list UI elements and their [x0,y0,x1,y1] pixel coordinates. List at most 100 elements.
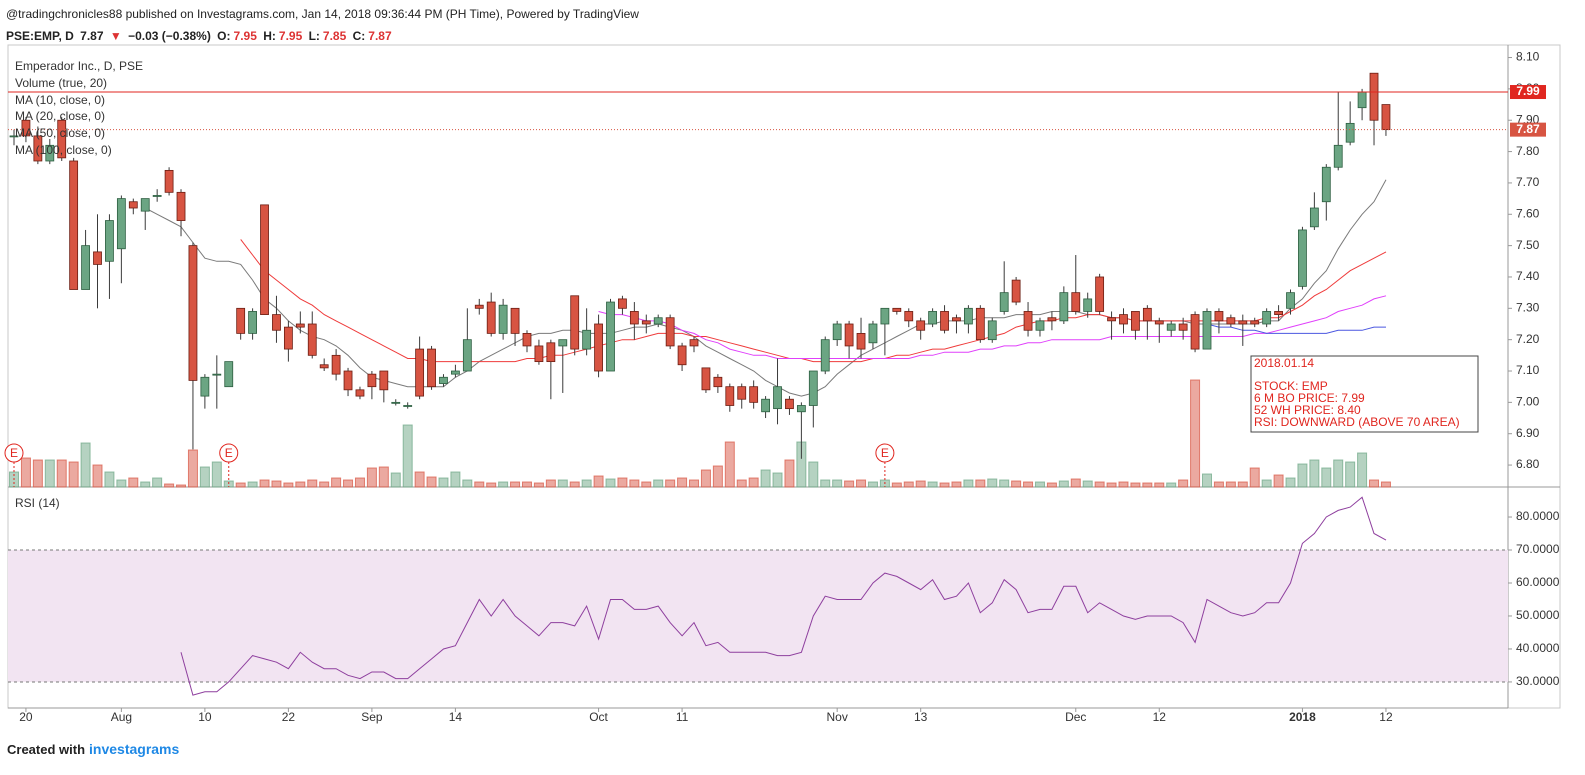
price-label: 7.99 [1516,84,1540,98]
candle-body [140,198,150,212]
volume-bar [1094,481,1105,488]
footer-text: Created with [7,742,86,757]
volume-bar [665,479,676,488]
volume-bar [140,481,151,488]
candle-body [1214,311,1224,322]
ohlc-value: 7.85 [322,29,347,43]
candle-body [1071,292,1081,312]
volume-bar [1297,463,1308,488]
candle-body [1274,311,1283,315]
candle-body [45,144,55,162]
candle-body [474,304,484,309]
y-tick-label: 7.20 [1516,332,1540,346]
candle-body [379,370,389,391]
ohlc-value: 7.87 [368,29,392,43]
candle-body [176,191,186,221]
x-tick-label: 11 [676,710,689,724]
volume-bar [1273,474,1284,488]
x-tick-label: Dec [1065,710,1086,724]
volume-bar [474,481,485,488]
earnings-badge [4,443,24,463]
legend: Emperador Inc., D, PSE Volume (true, 20)… [15,59,143,510]
volume-bar [295,481,306,488]
volume-bar [354,477,365,488]
volume-bar [366,467,377,488]
moving-average [598,295,1387,359]
candle-body [462,339,472,372]
volume-bar [689,479,700,488]
volume-bar [510,481,521,488]
candle-body [355,389,365,397]
ohlc-key: O: [217,29,231,43]
volume-bar [844,480,855,488]
volume-bar [832,479,843,488]
x-tick-label: 14 [449,710,463,724]
volume-bar [939,482,950,488]
ohlc-key: C: [352,29,366,43]
candle-body [952,317,961,322]
candle-body [1298,229,1307,287]
volume-bar [629,479,640,488]
volume-bar [1249,467,1260,488]
volume-bar [605,478,616,488]
x-tick-label: 20 [19,710,33,724]
brand[interactable]: investagrams [89,741,180,757]
candle-body [1190,314,1200,350]
candle-body [391,401,401,404]
x-tick-label: 12 [1153,710,1167,724]
candle-body [451,370,460,375]
volume-bar [199,466,210,488]
volume-bar [1106,482,1117,488]
candle-body [880,307,890,325]
y-tick-label: 7.50 [1516,238,1540,252]
candle-body [319,364,329,369]
earnings-badge [875,443,895,463]
annotation-line: 6 M BO PRICE: 7.99 [1254,391,1365,405]
price-label-box [1510,122,1546,137]
x-tick-label: 2018 [1289,710,1316,724]
candle-body [224,361,234,388]
volume-bar [1333,459,1344,488]
volume-bar [32,459,43,488]
candle-body [665,317,675,347]
volume-bar [1046,482,1057,488]
volume-bar [1190,379,1201,488]
annotation-line: 52 WH PRICE: 8.40 [1254,403,1361,417]
candle-body [761,398,770,413]
candle-body [701,367,711,391]
earnings-label: E [881,446,889,460]
volume-bar [1345,461,1356,488]
candle-body [856,332,866,350]
volume-bar [1225,481,1236,488]
candle-body [558,339,568,347]
volume-bar [700,469,711,488]
candle-body [808,370,818,406]
legend-ma: MA (20, close, 0) [15,109,105,123]
x-tick-label: Oct [589,710,608,724]
volume-bar [569,481,580,488]
change: −0.03 (−0.38%) [128,29,211,43]
volume-bar [462,479,473,488]
candle-body [928,311,938,325]
candle-body [844,323,854,347]
volume-bar [1321,467,1332,488]
volume-bar [1142,482,1153,488]
candle-body [1381,104,1391,131]
volume-bar [784,459,795,488]
volume-bar [92,464,103,488]
candle-body [81,245,90,290]
candle-body [916,320,926,331]
volume-bar [1237,481,1248,488]
annotation-box [1250,355,1479,433]
volume-bar [80,442,91,488]
candle-body [1047,317,1057,322]
y-tick-label: 40.0000 [1516,641,1560,655]
volume-bar [617,477,628,488]
footer: Created with investagrams [7,741,179,757]
volume-bar [808,461,819,488]
x-tick-label: Sep [361,710,383,724]
volume-bar [1178,479,1189,488]
candle-body [713,376,723,388]
candle-body [737,386,747,400]
